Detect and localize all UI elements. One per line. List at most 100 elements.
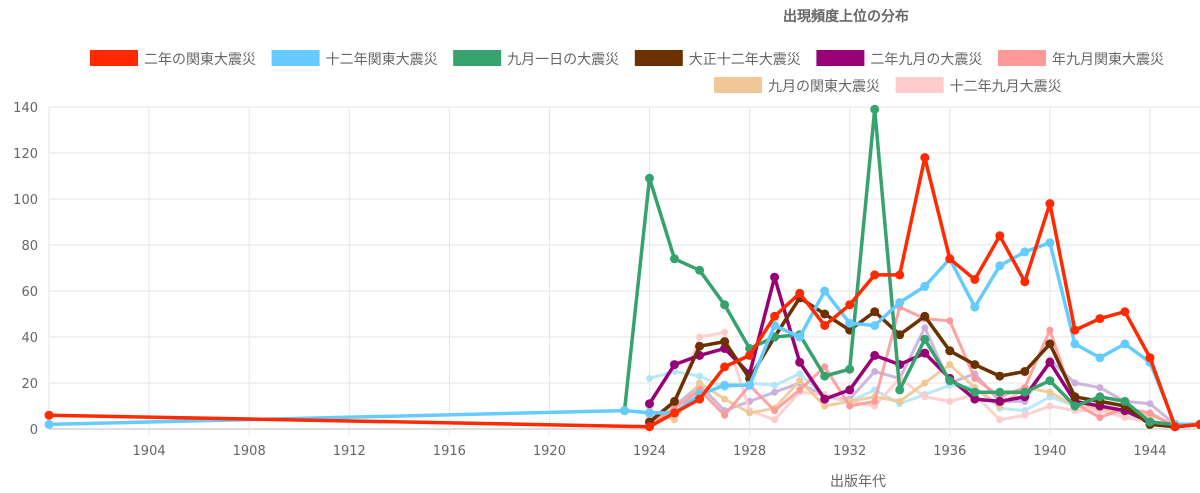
data-point[interactable] [945,254,955,264]
data-point[interactable] [1120,339,1130,349]
data-point[interactable] [670,360,679,370]
data-point[interactable] [720,380,730,390]
data-point[interactable] [770,311,780,321]
data-point[interactable] [921,379,929,387]
data-point[interactable] [820,309,830,319]
data-point[interactable] [671,416,678,424]
data-point[interactable] [1120,396,1130,406]
data-point[interactable] [821,363,829,371]
data-point[interactable] [1021,411,1029,419]
data-point[interactable] [696,379,704,387]
data-point[interactable] [1045,357,1055,367]
data-point[interactable] [1095,392,1105,402]
data-point[interactable] [1020,387,1030,397]
data-point[interactable] [1070,392,1080,402]
data-point[interactable] [995,231,1005,241]
legend-label[interactable]: 二年の関東大震災 [144,52,256,68]
data-point[interactable] [845,364,855,374]
data-point[interactable] [995,387,1005,397]
data-point[interactable] [620,406,629,416]
data-point[interactable] [1045,376,1055,386]
legend-swatch[interactable] [453,50,502,66]
legend-label[interactable]: 二年九月の大震災 [870,52,982,68]
data-point[interactable] [845,318,855,328]
data-point[interactable] [646,374,653,382]
data-point[interactable] [1195,419,1200,429]
data-point[interactable] [1071,379,1079,387]
data-point[interactable] [720,337,730,347]
data-point[interactable] [1045,238,1055,248]
data-point[interactable] [1146,409,1154,417]
data-point[interactable] [696,372,704,380]
data-point[interactable] [970,387,980,397]
data-point[interactable] [1145,417,1155,427]
data-point[interactable] [1145,353,1155,363]
data-point[interactable] [995,261,1005,271]
data-point[interactable] [1020,247,1030,257]
data-point[interactable] [1096,414,1104,421]
legend-swatch[interactable] [714,77,762,93]
data-point[interactable] [1095,314,1105,324]
data-point[interactable] [1120,307,1130,317]
data-point[interactable] [971,374,979,382]
data-point[interactable] [696,333,704,341]
data-point[interactable] [845,385,855,395]
data-point[interactable] [920,348,930,358]
legend-swatch[interactable] [816,50,865,66]
data-point[interactable] [670,396,679,406]
data-point[interactable] [44,419,54,429]
data-point[interactable] [770,272,780,282]
data-point[interactable] [920,311,930,321]
data-point[interactable] [946,317,954,325]
data-point[interactable] [846,402,854,410]
data-point[interactable] [796,386,804,394]
data-point[interactable] [1045,199,1055,209]
legend-label[interactable]: 年九月関東大震災 [1052,52,1164,68]
data-point[interactable] [995,371,1005,381]
data-point[interactable] [970,275,980,284]
data-point[interactable] [820,286,830,296]
data-point[interactable] [871,368,879,375]
data-point[interactable] [970,302,980,312]
legend-label[interactable]: 大正十二年大震災 [689,52,801,68]
data-point[interactable] [44,410,54,420]
legend-swatch[interactable] [895,77,944,93]
data-point[interactable] [870,307,880,317]
data-point[interactable] [771,388,779,396]
legend-swatch[interactable] [998,50,1046,66]
data-point[interactable] [821,402,829,410]
data-point[interactable] [796,370,804,378]
data-point[interactable] [771,407,779,415]
legend-label[interactable]: 九月一日の大震災 [507,52,619,68]
data-point[interactable] [1146,400,1154,408]
data-point[interactable] [945,346,955,356]
data-point[interactable] [1020,367,1030,376]
data-point[interactable] [721,328,729,336]
data-point[interactable] [946,397,954,405]
data-point[interactable] [1096,384,1104,392]
data-point[interactable] [845,300,855,310]
data-point[interactable] [795,332,805,342]
data-point[interactable] [1070,325,1080,335]
data-point[interactable] [871,397,879,405]
data-point[interactable] [795,288,805,298]
legend-swatch[interactable] [90,50,138,66]
data-point[interactable] [720,300,730,310]
data-point[interactable] [771,416,779,424]
data-point[interactable] [1095,353,1105,363]
data-point[interactable] [670,254,679,264]
data-point[interactable] [1020,277,1030,287]
data-point[interactable] [895,330,905,340]
data-point[interactable] [771,381,779,389]
data-point[interactable] [1046,402,1054,410]
data-point[interactable] [895,385,905,395]
data-point[interactable] [645,399,654,409]
legend-swatch[interactable] [634,50,683,66]
data-point[interactable] [645,422,654,432]
data-point[interactable] [920,334,930,344]
data-point[interactable] [870,350,880,360]
data-point[interactable] [1046,388,1054,396]
data-point[interactable] [645,408,654,418]
data-point[interactable] [945,376,955,386]
data-point[interactable] [721,395,729,403]
